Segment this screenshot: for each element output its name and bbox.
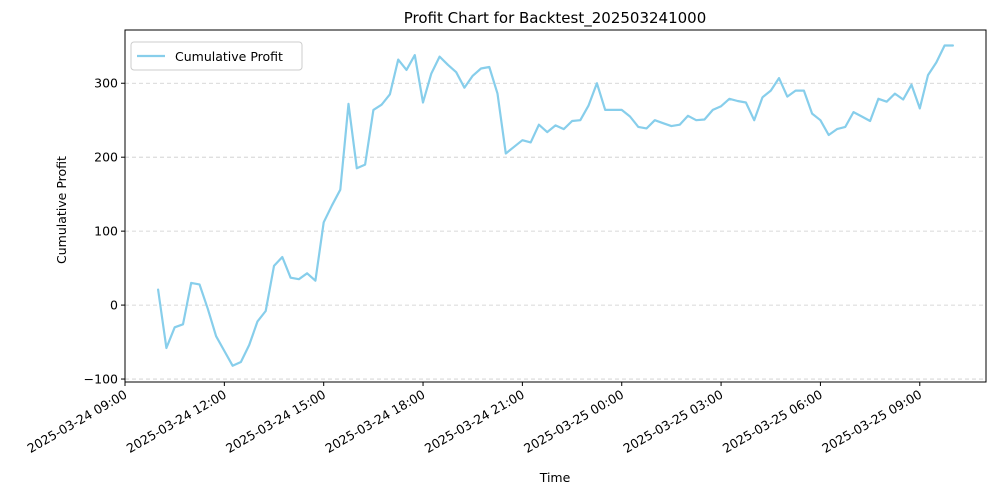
legend-box	[130, 41, 303, 71]
y-tick-label: 300	[94, 76, 118, 91]
y-tick-label: 0	[110, 298, 118, 313]
y-tick-label: −100	[84, 372, 118, 387]
chart-title: Profit Chart for Backtest_202503241000	[404, 9, 707, 28]
x-tick-label: 2025-03-24 21:00	[422, 387, 527, 456]
x-tick-label: 2025-03-24 15:00	[223, 387, 328, 456]
series-layer	[157, 44, 955, 367]
x-tick-label: 2025-03-25 00:00	[521, 387, 626, 456]
y-gridlines	[125, 82, 986, 380]
x-tick-label: 2025-03-24 18:00	[322, 387, 427, 456]
legend: Cumulative Profit	[130, 41, 303, 71]
series-line-cumulative-profit	[157, 44, 955, 367]
x-tick-label: 2025-03-25 09:00	[819, 387, 924, 456]
x-tick-label: 2025-03-25 03:00	[621, 387, 726, 456]
y-tick-label: 200	[94, 150, 118, 165]
y-tick-label: 100	[94, 224, 118, 239]
x-tick-label: 2025-03-24 09:00	[24, 387, 129, 456]
x-axis-label: Time	[539, 470, 571, 485]
y-axis-ticks: −100 0 100 200 300	[84, 76, 125, 387]
x-tick-label: 2025-03-24 12:00	[124, 387, 229, 456]
x-tick-label: 2025-03-25 06:00	[720, 387, 825, 456]
y-axis-label: Cumulative Profit	[54, 156, 69, 264]
legend-label: Cumulative Profit	[175, 49, 283, 64]
plot-area	[124, 29, 987, 383]
plot-frame	[124, 29, 987, 383]
